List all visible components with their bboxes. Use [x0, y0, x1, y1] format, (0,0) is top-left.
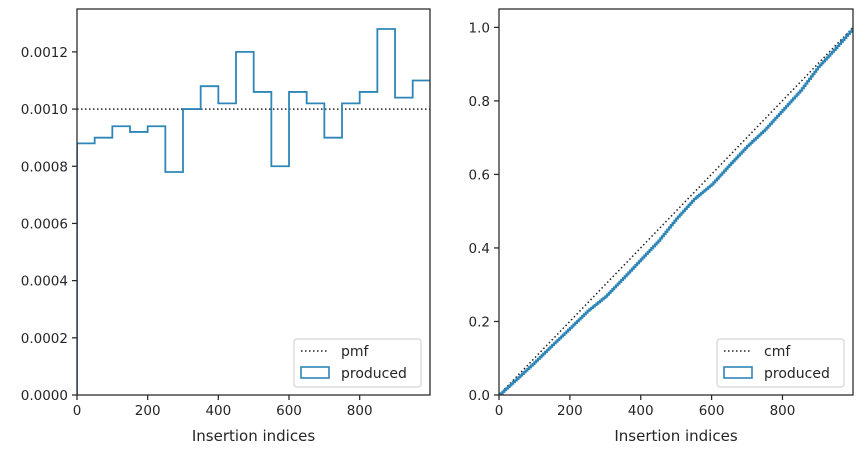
y-tick-label: 0.0 [469, 388, 490, 404]
y-tick-label: 0.0000 [21, 388, 68, 404]
y-tick-label: 0.6 [469, 167, 490, 183]
y-tick-label: 0.0008 [21, 159, 68, 175]
y-tick-label: 1.0 [469, 20, 490, 36]
x-tick-label: 400 [205, 403, 231, 419]
legend-series-swatch [300, 366, 330, 379]
y-tick-label: 0.4 [469, 241, 490, 257]
y-tick-label: 0.2 [469, 314, 490, 330]
x-tick-label: 400 [628, 403, 654, 419]
legend-series-label: produced [764, 366, 830, 382]
x-tick-label: 800 [347, 403, 373, 419]
plot-area [77, 28, 430, 395]
legend: pmf produced [293, 338, 422, 388]
legend-reference-label: cmf [764, 344, 791, 360]
x-axis-label: Insertion indices [614, 427, 737, 445]
x-tick-label: 0 [73, 403, 82, 419]
axes-frame [76, 8, 431, 396]
x-tick-label: 200 [557, 403, 583, 419]
x-tick-label: 200 [135, 403, 161, 419]
axes-frame [498, 8, 854, 396]
y-tick-label: 0.0012 [21, 45, 68, 61]
x-tick-label: 600 [699, 403, 725, 419]
pmf-histogram-panel: 0 200 400 600 800 0.0000 0.0002 0.0004 0.0006 0.0… [21, 8, 431, 445]
x-tick-label: 600 [276, 403, 302, 419]
x-axis-label: Insertion indices [192, 427, 315, 445]
cmf-reference-line [499, 26, 853, 395]
legend: cmf produced [716, 338, 845, 388]
y-tick-label: 0.0006 [21, 216, 68, 232]
y-tick-label: 0.8 [469, 94, 490, 110]
y-tick-label: 0.0010 [21, 102, 68, 118]
x-tick-label: 800 [770, 403, 796, 419]
plot-area [499, 26, 853, 395]
produced-histogram-step [77, 28, 430, 395]
legend-reference-label: pmf [341, 344, 370, 360]
y-tick-label: 0.0002 [21, 331, 68, 347]
legend-series-swatch [723, 366, 753, 379]
cmf-line-panel: 0 200 400 600 800 0.0 0.2 0.4 0.6 0.8 1.0 Insertion… [469, 8, 854, 445]
y-tick-label: 0.0004 [21, 274, 68, 290]
produced-cumulative-line [499, 27, 853, 395]
legend-series-label: produced [341, 366, 407, 382]
x-tick-label: 0 [495, 403, 504, 419]
